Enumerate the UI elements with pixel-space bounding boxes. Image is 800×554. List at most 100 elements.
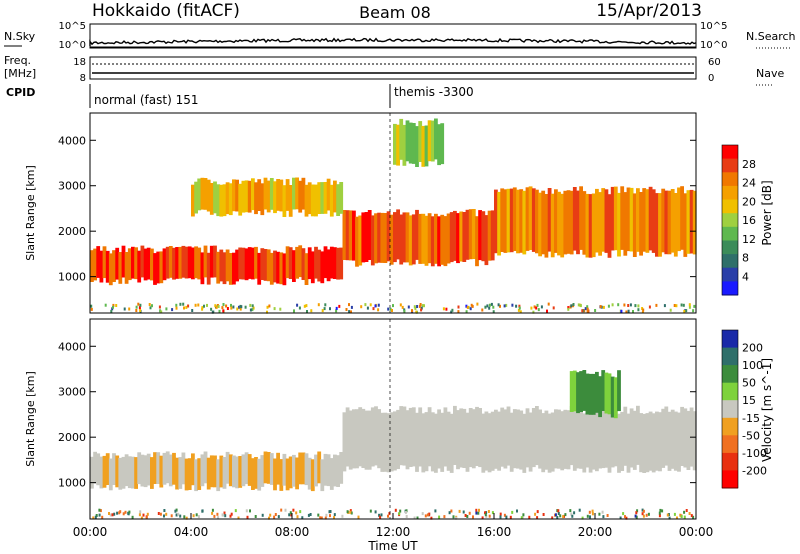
power-clutter-cell <box>620 309 623 313</box>
velocity-echo-cell <box>184 458 189 491</box>
freq-unit: [MHz] <box>4 67 36 80</box>
velocity-clutter-cell <box>601 510 604 514</box>
power-echo-cell <box>222 184 227 217</box>
power-echo-cell <box>247 247 252 279</box>
velocity-echo-cell <box>257 458 262 491</box>
power-clutter-cell <box>217 305 220 308</box>
velocity-clutter-cell <box>309 513 312 516</box>
velocity-echo-cell <box>437 409 441 469</box>
velocity-clutter-cell <box>475 508 478 512</box>
power-echo-cell <box>317 249 322 282</box>
colorbar-tick-label: 12 <box>742 233 756 246</box>
power-echo-cell <box>396 124 400 166</box>
power-colorbar: 4 8 12 16 20 24 28 <box>721 144 756 296</box>
velocity-echo-cell <box>623 406 628 466</box>
power-colorbar-label: Power [dB] <box>760 180 774 245</box>
velocity-clutter-cell <box>177 512 180 516</box>
power-clutter-cell <box>138 306 141 310</box>
power-clutter-cell <box>415 310 418 314</box>
power-echo-cell <box>531 188 536 252</box>
power-clutter-cell <box>466 305 469 309</box>
velocity-clutter-cell <box>516 509 518 513</box>
velocity-clutter-cell <box>388 512 391 516</box>
power-clutter-cell <box>266 305 269 309</box>
power-clutter-cell <box>364 303 367 307</box>
velocity-echo-cell <box>99 456 104 489</box>
velocity-echo-cell <box>209 455 214 488</box>
power-echo-cell <box>241 247 246 280</box>
power-clutter-cell <box>244 305 247 309</box>
velocity-echo-cell <box>247 454 252 486</box>
power-echo-cell <box>254 246 258 279</box>
velocity-echo-cell <box>588 373 593 415</box>
power-echo-cell <box>437 124 441 166</box>
velocity-clutter-cell <box>289 511 292 515</box>
velocity-echo-cell <box>213 455 217 488</box>
power-clutter-cell <box>211 310 214 314</box>
colorbar-segment <box>722 226 738 241</box>
power-clutter-cell <box>165 307 168 311</box>
power-echo-cell <box>427 213 432 264</box>
velocity-echo-cell <box>370 407 375 467</box>
velocity-clutter-cell <box>116 511 119 515</box>
velocity-clutter-cell <box>499 515 502 519</box>
velocity-clutter-cell <box>667 513 670 516</box>
velocity-echo-cell <box>225 451 230 484</box>
velocity-echo-cell <box>494 409 498 469</box>
velocity-clutter-cell <box>195 513 198 517</box>
velocity-clutter-cell <box>505 515 508 519</box>
velocity-clutter-cell <box>261 513 264 517</box>
velocity-echo-cell <box>680 406 684 466</box>
power-echo-cell <box>544 194 549 258</box>
power-echo-cell <box>358 215 363 266</box>
power-echo-cell <box>150 248 154 281</box>
power-clutter-cell <box>369 303 372 307</box>
velocity-clutter-cell <box>636 509 639 513</box>
velocity-clutter-cell <box>673 512 676 516</box>
colorbar-segment <box>722 172 738 187</box>
power-echo-cell <box>307 182 312 215</box>
velocity-clutter-cell <box>499 512 502 516</box>
power-echo-cell <box>329 246 334 279</box>
power-clutter-cell <box>239 307 242 311</box>
power-clutter-cell <box>230 306 233 310</box>
velocity-echo-cell <box>424 412 429 472</box>
velocity-echo-cell <box>285 458 290 491</box>
power-echo-cell <box>456 213 460 264</box>
power-clutter-cell <box>183 306 185 310</box>
velocity-clutter-cell <box>573 511 576 515</box>
power-clutter-cell <box>445 307 448 311</box>
power-clutter-cell <box>374 304 377 308</box>
power-clutter-cell <box>187 304 190 308</box>
velocity-echo-cell <box>607 373 612 415</box>
velocity-echo-cell <box>320 459 325 492</box>
power-clutter-cell <box>663 304 666 308</box>
power-echo-cell <box>282 185 287 217</box>
power-echo-cell <box>310 184 315 217</box>
velocity-echo-cell <box>449 413 454 473</box>
colorbar-tick-label: 8 <box>742 252 749 265</box>
velocity-clutter-cell <box>624 515 626 519</box>
power-echo-band <box>191 177 344 217</box>
power-clutter-cell <box>201 307 204 311</box>
power-echo-band <box>494 186 697 258</box>
velocity-clutter-cell <box>405 509 408 513</box>
power-clutter-cell <box>296 303 299 307</box>
velocity-echo-cell <box>554 409 558 469</box>
velocity-clutter-cell <box>216 512 219 516</box>
power-echo-cell <box>658 193 662 257</box>
power-clutter-cell <box>600 305 603 309</box>
velocity-echo-cell <box>607 413 612 473</box>
power-echo-cell <box>181 245 186 278</box>
power-echo-cell <box>554 189 558 253</box>
power-echo-cell <box>367 210 372 260</box>
velocity-echo-cell <box>102 455 107 488</box>
velocity-panel: 1000 2000 3000 4000 00:00 04:00 08:00 12:00 16:… <box>58 318 713 539</box>
colorbar-tick-label: -200 <box>742 464 767 477</box>
power-echo-cell <box>664 190 669 255</box>
power-clutter-cell <box>637 304 640 308</box>
power-clutter-cell <box>535 306 538 310</box>
velocity-echo-cell <box>269 453 274 485</box>
power-clutter-cell <box>348 303 350 307</box>
power-clutter-cell <box>139 309 142 312</box>
